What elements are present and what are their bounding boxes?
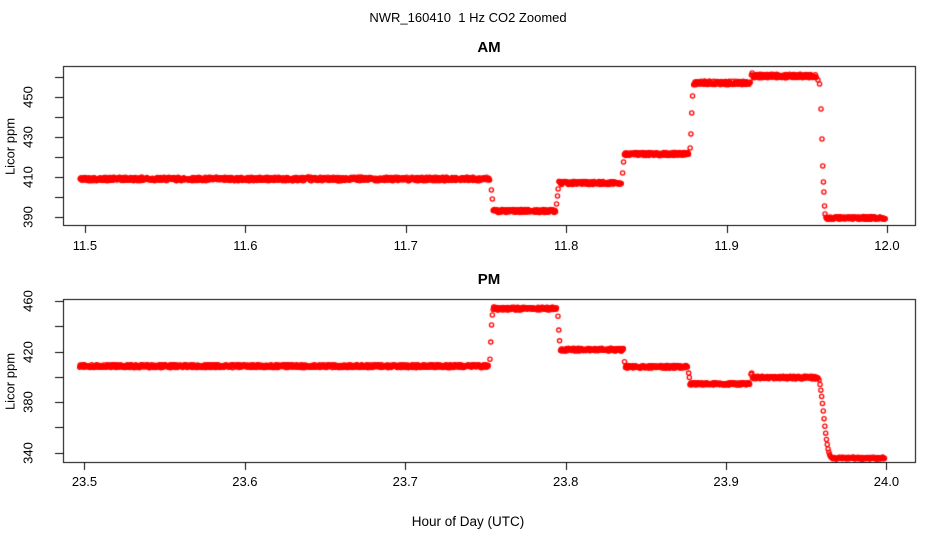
pm-x-tick-label: 23.9	[713, 474, 739, 489]
pm-x-tick-label: 23.7	[392, 474, 418, 489]
pm-y-tick-label: 420	[20, 340, 36, 363]
pm-panel-title: PM	[477, 271, 501, 288]
pm-x-tick-label: 24.0	[873, 474, 900, 489]
am-y-tick-label: 410	[20, 166, 36, 188]
pm-x-tick-label: 23.8	[553, 474, 579, 489]
am-x-tick-label: 12.0	[874, 238, 900, 253]
am-x-tick-label: 11.9	[714, 238, 739, 253]
am-x-tick-label: 11.8	[553, 238, 579, 253]
pm-y-axis-label: Licor ppm	[2, 352, 18, 411]
am-y-axis-label: Licor ppm	[2, 117, 18, 176]
pm-x-tick-label: 23.6	[232, 474, 258, 489]
am-y-tick-label: 390	[20, 206, 36, 228]
am-panel-title: AM	[477, 39, 501, 56]
pm-y-tick-label: 340	[20, 441, 36, 464]
am-y-tick-label: 430	[20, 126, 36, 148]
am-x-tick-label: 11.5	[72, 238, 98, 253]
am-y-tick-label: 450	[20, 86, 36, 108]
x-axis-label: Hour of Day (UTC)	[411, 514, 525, 529]
am-x-tick-label: 11.6	[233, 238, 258, 253]
pm-y-tick-label: 380	[20, 391, 36, 414]
am-x-tick-label: 11.7	[393, 238, 418, 253]
pm-y-tick-label: 460	[20, 290, 36, 312]
figure-title: NWR_160410 1 Hz CO2 Zoomed	[369, 10, 567, 25]
pm-x-tick-label: 23.5	[71, 474, 98, 489]
